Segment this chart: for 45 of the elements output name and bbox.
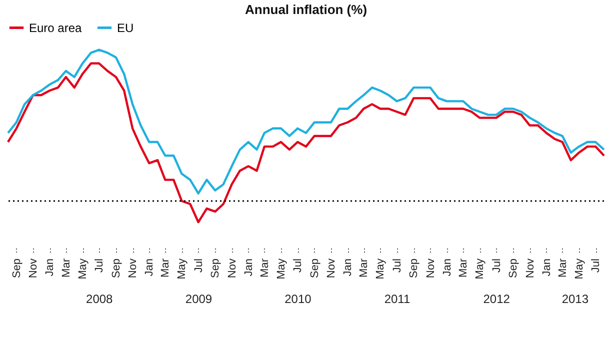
x-tick-label: Nov [424, 258, 437, 278]
x-tick-label: Jul [391, 258, 404, 273]
x-tick-label: Mar [258, 258, 271, 278]
text: 2012 [483, 292, 510, 306]
x-tick-label: May [474, 258, 486, 280]
text: 2011 [384, 292, 410, 306]
x-tick-label: Jul [590, 258, 602, 273]
legend-label: EU [117, 20, 134, 35]
x-tick-label: Mar [556, 258, 569, 278]
text: 2010 [284, 292, 312, 306]
x-tick-label: Mar [160, 258, 172, 278]
x-tick-label: Sep [10, 258, 23, 278]
x-tick-label: Jul [292, 258, 304, 273]
x-tick-label: May [275, 258, 288, 280]
text: 2009 [185, 292, 212, 306]
x-tick-label: Sep [408, 258, 420, 278]
x-tick-label: Nov [326, 258, 338, 278]
x-tick-label: Jan [441, 258, 454, 276]
x-tick-label: Sep [210, 258, 222, 278]
x-tick-label: Sep [308, 258, 321, 278]
x-tick-label: Nov [226, 258, 238, 278]
x-tick-label: Sep [110, 258, 122, 278]
x-tick-label: Mar [458, 258, 470, 278]
x-tick-label: Jan [44, 258, 56, 276]
x-tick-label: Nov [127, 258, 140, 278]
x-tick-label: Jan [242, 258, 255, 276]
x-tick-label: May [176, 258, 188, 280]
x-tick-label: Jan [540, 258, 553, 276]
x-tick-label: Jul [490, 258, 503, 273]
x-tick-label: Jul [192, 258, 205, 273]
legend-label: Euro area [29, 20, 82, 35]
text: 2008 [86, 292, 114, 306]
x-tick-label: Sep [508, 258, 520, 278]
chart-title: Annual inflation (%) [244, 2, 368, 17]
x-tick-label: Nov [28, 258, 40, 278]
x-tick-label: May [573, 258, 586, 280]
x-tick-label: Jul [94, 258, 106, 273]
text: 2013 [562, 292, 589, 306]
x-tick-label: Mar [60, 258, 72, 278]
x-tick-label: Mar [358, 258, 370, 278]
x-tick-label: May [77, 258, 89, 280]
x-tick-label: May [374, 258, 387, 280]
x-tick-label: Nov [524, 258, 536, 278]
x-tick-label: Jan [342, 258, 354, 276]
x-tick-label: Jan [144, 258, 156, 276]
